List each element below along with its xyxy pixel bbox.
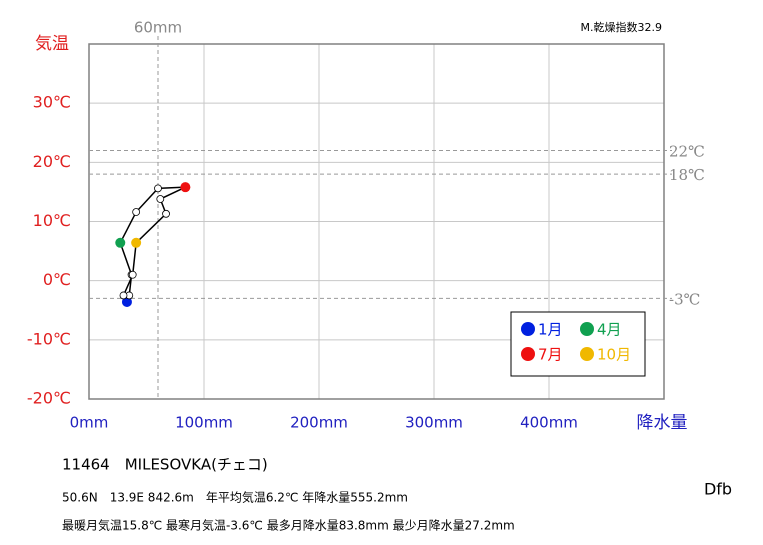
reference-label: -3℃ xyxy=(669,290,700,308)
month-point xyxy=(128,270,137,279)
climate-class: Dfb xyxy=(704,480,732,499)
month-point xyxy=(131,237,142,248)
month-point xyxy=(119,291,128,300)
info-line: 50.6N 13.9E 842.6m 年平均気温6.2℃ 年降水量555.2mm xyxy=(62,490,408,505)
legend-marker xyxy=(580,347,594,361)
x-tick-label: 400mm xyxy=(520,414,578,432)
month-point xyxy=(180,182,191,193)
y-tick-label: 10℃ xyxy=(33,211,71,230)
legend-marker xyxy=(521,322,535,336)
x-tick-label: 200mm xyxy=(290,414,348,432)
info-line: 最暖月気温15.8℃ 最寒月気温-3.6℃ 最多月降水量83.8mm 最少月降水… xyxy=(62,518,515,533)
station: 11464 MILESOVKA(チェコ) xyxy=(62,456,268,474)
reference-label: 22℃ xyxy=(669,143,705,161)
plot-border xyxy=(88,43,665,400)
y-tick-label: 30℃ xyxy=(33,93,71,112)
x-tick-label: 0mm xyxy=(70,414,109,432)
month-point xyxy=(121,296,132,307)
y-tick-label: 20℃ xyxy=(33,152,71,171)
legend-marker xyxy=(521,347,535,361)
month-point xyxy=(154,184,162,193)
x-tick-label: 300mm xyxy=(405,414,463,432)
y-tick-label: 0℃ xyxy=(43,270,71,289)
month-point xyxy=(162,209,170,218)
index-label: M.乾燥指数32.9 xyxy=(581,20,662,34)
reference-label: 60mm xyxy=(134,19,182,37)
y-tick-label: -10℃ xyxy=(27,329,71,348)
legend-label: 4月 xyxy=(597,321,622,339)
legend-label: 1月 xyxy=(538,321,563,339)
month-point xyxy=(132,208,141,216)
x-tick-label: 100mm xyxy=(175,414,233,432)
reference-label: 18℃ xyxy=(669,166,705,184)
legend-label: 10月 xyxy=(597,346,631,364)
legend-label: 7月 xyxy=(538,346,563,364)
legend-box xyxy=(510,311,646,377)
y-tick-label: -20℃ xyxy=(27,389,71,408)
month-point xyxy=(115,237,126,248)
legend-marker xyxy=(580,322,594,336)
x-axis-title: 降水量 xyxy=(637,413,688,433)
month-point xyxy=(156,195,165,203)
y-axis-title: 気温 xyxy=(35,34,69,54)
